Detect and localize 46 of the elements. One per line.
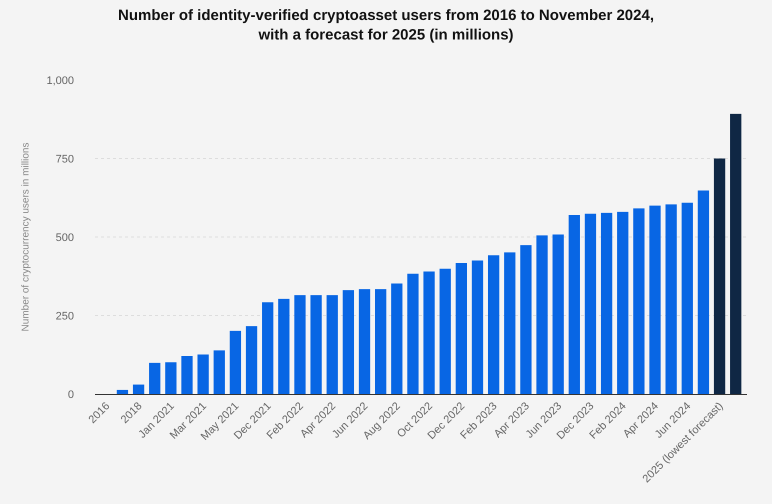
bar [536, 235, 548, 394]
bar [714, 158, 726, 394]
bar [214, 350, 225, 394]
bar [423, 272, 435, 394]
y-tick-label: 250 [56, 310, 74, 322]
bar [456, 263, 467, 394]
bar [666, 204, 677, 394]
bar [165, 362, 176, 394]
bar [617, 212, 628, 394]
bar [440, 268, 451, 394]
y-tick-label: 1,000 [46, 74, 74, 87]
bar [181, 356, 193, 394]
bar [698, 190, 710, 394]
y-tick-label: 0 [68, 388, 74, 401]
bar [149, 362, 160, 394]
bar [197, 354, 209, 394]
bar [342, 290, 354, 394]
bar [132, 384, 144, 394]
bar [230, 330, 242, 394]
y-axis-title: Number of cryptocurrency users in millions [20, 142, 32, 332]
bar [358, 289, 370, 394]
bar [504, 252, 516, 394]
bar [391, 283, 402, 394]
bar [682, 202, 693, 394]
bar [552, 234, 564, 394]
bar [407, 274, 419, 394]
bar [262, 302, 274, 394]
bar [310, 295, 322, 394]
bar [116, 390, 128, 394]
bar [278, 298, 290, 394]
bar [649, 206, 661, 394]
chart-title: Number of identity-verified cryptoasset users from 2016 to November 2024, with a forecast for 2025 (in millions) [118, 7, 654, 44]
bar [472, 260, 484, 394]
y-tick-label: 750 [56, 153, 74, 166]
bar [488, 255, 500, 394]
bar [246, 326, 258, 394]
bar [326, 295, 338, 394]
bar [600, 212, 612, 394]
bar [294, 295, 306, 394]
bar [568, 215, 580, 394]
bar [730, 114, 742, 394]
bar [633, 208, 645, 394]
bar [520, 245, 532, 394]
bar [584, 214, 596, 394]
y-tick-label: 500 [56, 232, 74, 244]
bar [375, 289, 386, 394]
